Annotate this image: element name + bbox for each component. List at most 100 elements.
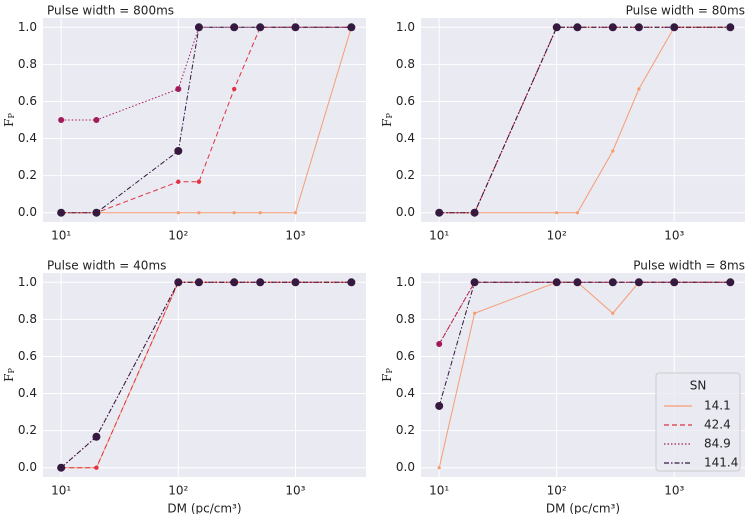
y-tick-label: 0.2 [18,423,37,437]
plot-background [43,18,366,222]
series-line [439,26,731,214]
series-line [60,281,352,469]
data-point [347,278,356,287]
data-point [176,179,181,184]
x-tick-label: 10³ [664,484,684,498]
y-axis-label-sub: P [7,113,16,119]
data-point [347,23,356,32]
y-tick-label: 0.6 [396,349,415,363]
y-tick-label: 0.4 [396,131,415,145]
x-tick-label: 10² [547,484,567,498]
data-point [230,23,239,32]
data-point [573,278,582,287]
data-point [92,208,101,217]
data-point [670,23,679,32]
data-point [258,211,262,215]
series-line [438,281,731,407]
y-axis-label: FP [2,368,17,382]
y-tick-label: 0.0 [18,460,37,474]
data-point [232,86,237,92]
y-tick-label: 0.4 [18,386,37,400]
data-point [637,87,641,91]
x-tick-label: 10¹ [51,484,71,498]
legend-label: 14.1 [704,399,731,413]
y-axis-label-sub: P [385,113,394,119]
data-point [232,211,236,215]
series-line [61,27,352,214]
data-point [634,278,643,287]
data-point [291,278,300,287]
data-point [555,211,559,215]
y-tick-label: 1.0 [396,275,415,289]
series-line [61,26,352,214]
data-point [194,278,203,287]
y-axis-label-sub: P [385,368,394,374]
data-point [58,117,65,123]
legend-label: 42.4 [704,418,731,432]
y-tick-label: 0.8 [396,312,415,326]
y-tick-label: 0.8 [396,57,415,71]
x-tick-label: 10² [168,484,188,498]
y-axis-label: FP [2,113,17,127]
subplot-title: Pulse width = 8ms [633,259,745,273]
subplot-title: Pulse width = 40ms [47,259,166,273]
y-axis-label-main: F [2,119,16,127]
data-point [435,208,444,217]
y-axis-label-sub: P [7,368,16,374]
data-point [611,149,615,153]
data-point [611,311,615,315]
data-point [573,23,582,32]
data-point [552,278,561,287]
series-line [61,26,352,121]
data-point [175,86,182,93]
data-point [174,146,183,155]
data-point [608,23,617,32]
legend-box [655,372,741,472]
data-point [194,23,203,32]
data-point [552,23,561,32]
data-point [470,208,479,217]
y-axis-label: FP [380,113,395,127]
y-tick-label: 0.6 [18,349,37,363]
data-point [94,465,99,470]
legend-title: SN [690,379,707,393]
data-point [472,311,477,315]
data-point [196,179,202,184]
y-tick-label: 0.0 [396,205,415,219]
y-tick-label: 0.8 [18,57,37,71]
y-axis-label-main: F [380,119,394,127]
y-axis-label-main: F [2,374,16,382]
data-point [57,208,66,217]
data-point [436,341,443,348]
y-tick-label: 0.4 [18,131,37,145]
data-point [291,23,300,32]
data-point [670,278,679,287]
data-point [197,211,201,215]
data-point [634,23,643,32]
y-tick-label: 0.2 [396,423,415,437]
subplot-title: Pulse width = 80ms [626,4,745,18]
y-tick-label: 1.0 [18,20,37,34]
x-axis-label: DM (pc/cm³) [546,502,620,514]
x-tick-label: 10¹ [429,484,449,498]
y-axis-label: FP [380,368,395,382]
y-tick-label: 0.6 [396,94,415,108]
data-point [470,278,479,287]
legend-label: 84.9 [704,437,731,451]
y-axis-label-main: F [380,374,394,382]
data-point [57,463,66,472]
data-point [726,278,735,287]
data-point [174,278,183,287]
y-tick-label: 0.2 [18,168,37,182]
data-point [93,117,100,123]
y-tick-label: 0.8 [18,312,37,326]
x-tick-label: 10³ [664,229,684,243]
data-point [726,23,735,32]
plot-background [43,273,366,477]
data-point [92,432,101,441]
y-tick-label: 1.0 [396,20,415,34]
y-tick-label: 0.0 [396,460,415,474]
y-tick-label: 0.6 [18,94,37,108]
data-point [437,466,441,470]
x-tick-label: 10³ [285,229,305,243]
